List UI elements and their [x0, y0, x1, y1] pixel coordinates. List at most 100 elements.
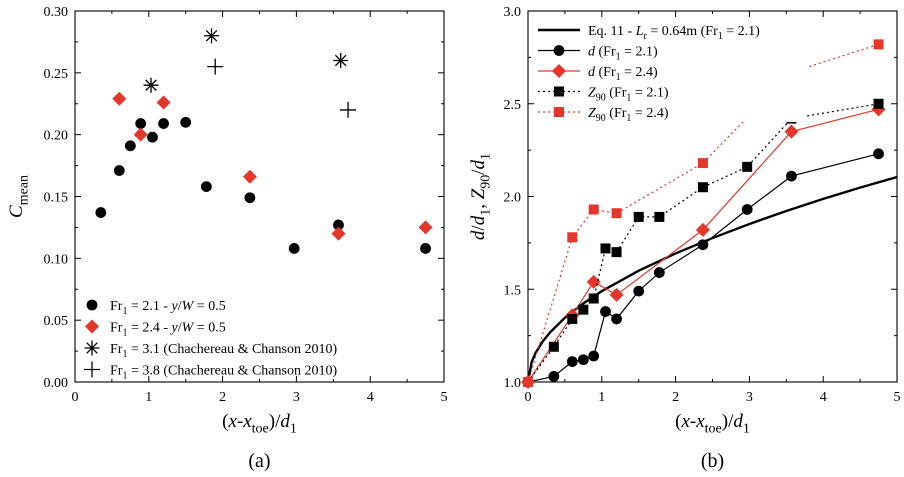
text-span: Eq. 11 - [588, 24, 636, 39]
panel-b-point [654, 211, 665, 222]
panel-b-x-tick-label: 4 [820, 390, 827, 405]
text-span: Z [588, 106, 596, 121]
text-span: Z [588, 86, 596, 101]
panel-a-legend-label: Fr1 = 3.1 (Chachereau & Chanson 2010) [110, 342, 337, 360]
panel-b-y-tick-label: 1.0 [504, 376, 522, 391]
text-span: - [690, 411, 696, 432]
panel-a-point [180, 116, 192, 128]
text-span: r [644, 31, 648, 42]
text-span: L [635, 24, 644, 39]
text-span: x [680, 411, 690, 432]
text-span: = 2.4 - [127, 321, 171, 336]
text-span: 1 [479, 153, 494, 160]
text-span: / [468, 225, 489, 231]
panel-a-point [147, 131, 158, 143]
panel-a-point [420, 243, 431, 254]
text-span: , [468, 199, 489, 209]
text-span: d [468, 159, 489, 169]
text-span: toe [252, 422, 269, 437]
panel-a-legend-marker [85, 319, 99, 334]
panel-a-legend-label: Fr1 = 2.1 - y/W = 0.5 [110, 299, 226, 317]
panel-a-point [158, 118, 169, 129]
panel-b-x-tick-label: 1 [598, 390, 605, 405]
text-span: 1 [616, 72, 621, 83]
panel-a-series-0 [95, 116, 431, 254]
panel-a-y-tick-label: 0.05 [44, 314, 69, 329]
panel-b-point [697, 239, 709, 251]
panel-b-point [611, 247, 622, 258]
panel-a-axes: 0 1 2 3 4 50.000.050.100.150.200.250.30(x-xto… [6, 5, 448, 472]
panel-a-point [333, 52, 349, 68]
text-span: / [468, 169, 489, 175]
text-span: (Fr [606, 106, 627, 121]
panel-b-legend: Eq. 11 - Lr = 0.64m (Fr1 = 2.1)d (Fr1 = … [535, 17, 807, 124]
text-span: = 2.4) [621, 65, 658, 80]
panel-b-point [578, 304, 589, 315]
text-span: = 0.5 [193, 321, 225, 336]
text-span: = 0.5 [193, 299, 225, 314]
panel-a-point [207, 58, 224, 75]
text-span: toe [705, 422, 722, 437]
panel-a-x-tick-label: 0 [72, 390, 79, 405]
panel-b-x-axis-label: (x-xtoe)/d1 [675, 411, 750, 437]
text-span: = 2.1) [621, 45, 658, 60]
text-span: 1 [122, 371, 127, 382]
text-span: x [227, 411, 237, 432]
text-span: Fr [110, 321, 123, 336]
panel-a-point [244, 192, 256, 204]
panel-b-point [653, 267, 665, 278]
text-span: 90 [596, 93, 606, 104]
panel-b-point [611, 208, 622, 219]
panel-a-x-tick-label: 3 [293, 390, 300, 405]
panel-b-legend-label: d (Fr1 = 2.1) [588, 45, 658, 63]
panel-b-point [695, 222, 710, 237]
text-span: C [6, 205, 27, 218]
text-span: Fr [110, 342, 123, 357]
text-span: 1 [718, 31, 723, 42]
panel-a-point [143, 77, 159, 93]
text-span: d [588, 45, 596, 60]
text-span: (Fr [595, 65, 616, 80]
text-span: )/ [269, 411, 281, 432]
panel-b-point [600, 243, 611, 254]
text-span: = 2.1) [723, 24, 760, 39]
text-span: y [170, 299, 179, 314]
panel-b-series-0 [526, 175, 898, 383]
text-span: W [182, 321, 195, 336]
text-span: mean [17, 175, 32, 205]
text-span: ( [675, 411, 681, 432]
panel-b-point [697, 182, 708, 193]
panel-b-series-line [526, 175, 898, 383]
panel-b-legend-marker [554, 107, 564, 117]
panel-b-point [588, 204, 599, 215]
panel-b-point [577, 354, 589, 366]
panel-a-point [95, 207, 107, 218]
text-span: (Fr [606, 86, 627, 101]
panel-b-legend-label: Z90 (Fr1 = 2.1) [588, 86, 669, 104]
panel-b-x-tick-label: 0 [525, 390, 532, 405]
text-span: Z [468, 188, 489, 199]
panel-b-legend-marker [554, 86, 564, 97]
panel-b-point [548, 341, 559, 352]
panel-b-legend-label: Eq. 11 - Lr = 0.64m (Fr1 = 2.1) [588, 24, 760, 42]
panel-b-point [600, 306, 611, 317]
text-span: 1 [626, 93, 631, 104]
panel-b-point [548, 371, 560, 382]
panel-b-y-axis-label: d/d1, Z90/d1 [468, 153, 494, 240]
text-span: W [182, 299, 195, 314]
panel-b-point [566, 356, 578, 367]
panel-b-point [633, 285, 645, 297]
panel-b-y-tick-label: 2.0 [504, 191, 522, 206]
panel-a-x-tick-label: 1 [145, 390, 152, 405]
text-span: 1 [122, 328, 127, 339]
text-span: = 2.1 - [127, 299, 171, 314]
panel-b-point [567, 232, 578, 243]
panel-a-point [156, 95, 171, 110]
panel-a-x-tick-label: 2 [219, 390, 226, 405]
text-span: 90 [596, 113, 606, 124]
panel-b-legend-bg [535, 17, 807, 122]
panel-a-point [204, 28, 220, 44]
panel-b-point [523, 377, 533, 387]
panel-a-point [113, 165, 125, 176]
